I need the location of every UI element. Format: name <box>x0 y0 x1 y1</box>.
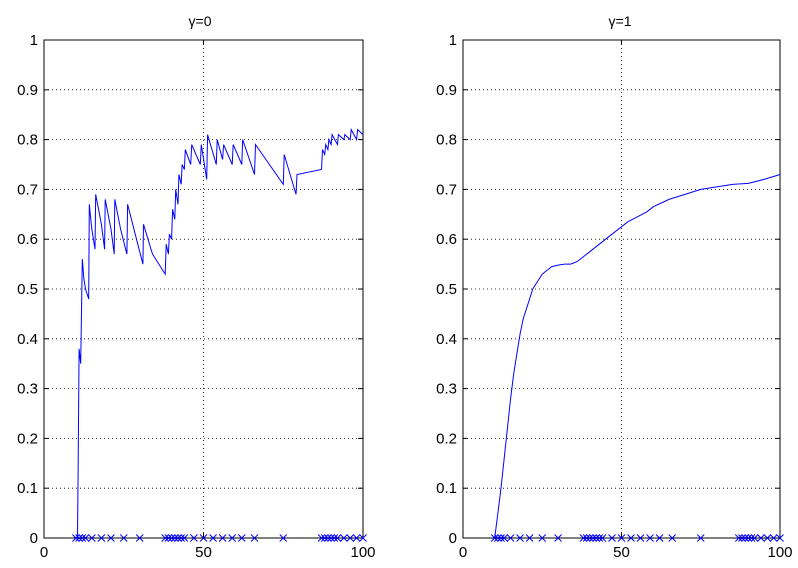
x-tick-label: 50 <box>613 544 630 561</box>
y-tick-label: 0.6 <box>17 231 38 248</box>
y-tick-label: 0 <box>449 530 457 547</box>
y-tick-label: 0.7 <box>436 181 457 198</box>
x-tick-label: 0 <box>459 544 467 561</box>
y-tick-label: 0.5 <box>436 281 457 298</box>
y-tick-label: 1 <box>30 32 38 49</box>
y-tick-label: 0.2 <box>436 430 457 447</box>
series-line <box>76 130 363 538</box>
y-tick-label: 0.7 <box>17 181 38 198</box>
series-line <box>495 175 780 539</box>
y-tick-label: 0.3 <box>17 381 38 398</box>
y-tick-label: 0.1 <box>436 480 457 497</box>
x-tick-label: 50 <box>195 544 212 561</box>
y-tick-label: 0.2 <box>17 430 38 447</box>
subplot-gamma-1: γ=1 0 50 100 0 0.1 0.2 0.3 0.4 0.5 0.6 0.7 0.8 0.9 1 <box>436 13 792 561</box>
y-tick-label: 0.4 <box>436 331 457 348</box>
y-tick-label: 0.9 <box>436 82 457 99</box>
x-tick-label: 100 <box>767 544 792 561</box>
chart-title: γ=1 <box>609 13 632 29</box>
y-tick-label: 0.8 <box>17 132 38 149</box>
y-tick-label: 0 <box>30 530 38 547</box>
x-tick-label: 0 <box>40 544 48 561</box>
y-tick-label: 0.5 <box>17 281 38 298</box>
y-tick-label: 0.8 <box>436 132 457 149</box>
y-tick-label: 0.4 <box>17 331 38 348</box>
y-tick-label: 0.9 <box>17 82 38 99</box>
y-tick-label: 0.3 <box>436 381 457 398</box>
y-tick-label: 1 <box>449 32 457 49</box>
subplot-gamma-0: γ=0 0 50 100 0 0.1 0.2 0.3 0.4 0.5 0.6 0.7 0.8 0.9 1 <box>17 13 375 561</box>
x-tick-label: 100 <box>350 544 375 561</box>
y-tick-label: 0.1 <box>17 480 38 497</box>
chart-title: γ=0 <box>189 13 212 29</box>
y-tick-label: 0.6 <box>436 231 457 248</box>
